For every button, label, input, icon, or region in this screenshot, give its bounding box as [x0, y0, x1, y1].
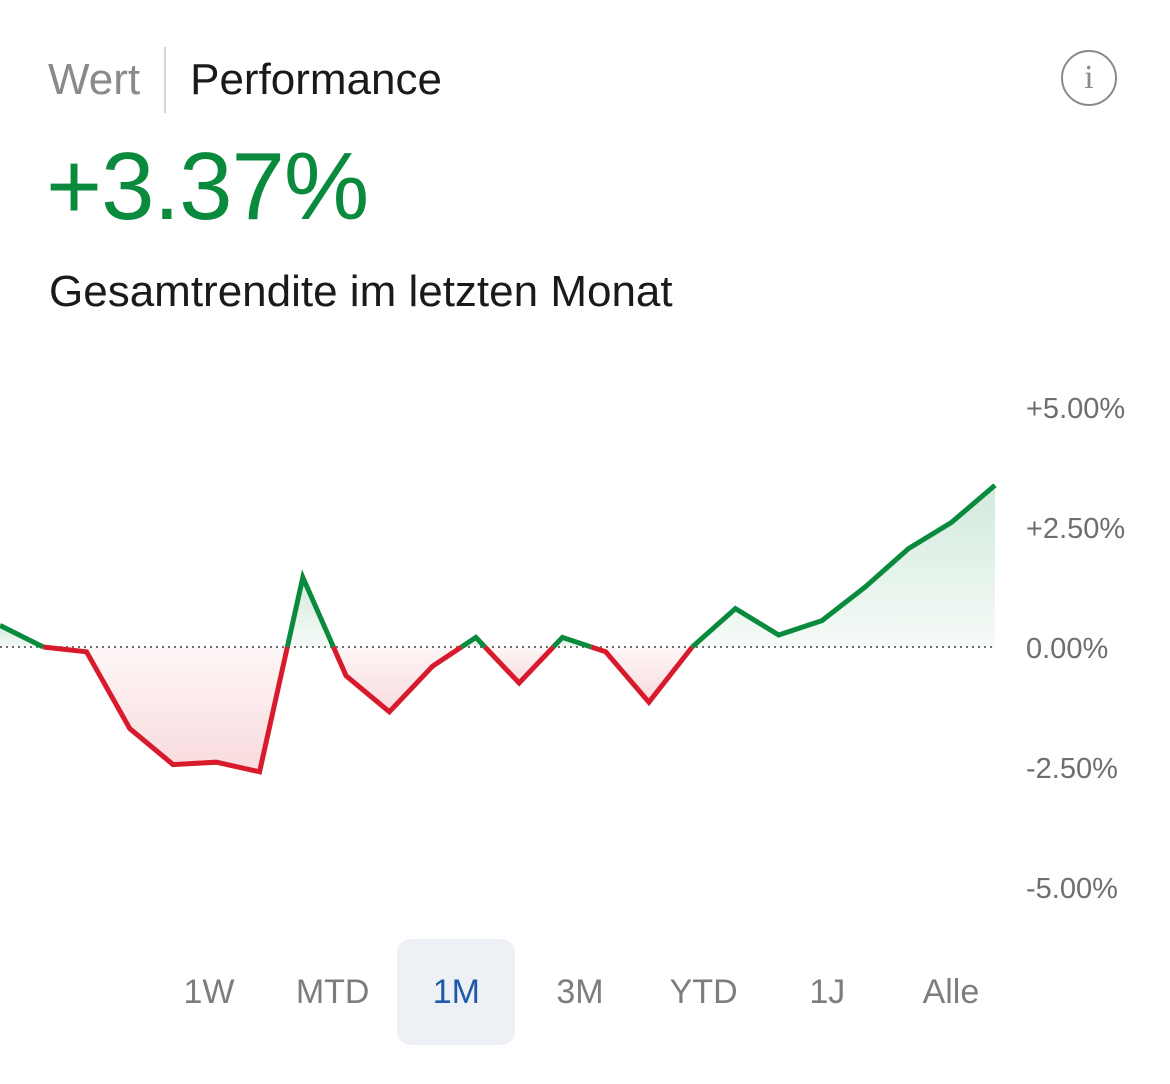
range-option-mtd[interactable]: MTD	[295, 972, 370, 1011]
positive-line-8	[690, 483, 997, 649]
info-icon: i	[1084, 59, 1094, 96]
tab-divider	[164, 47, 167, 113]
view-tabs: Wert Performance	[48, 44, 442, 116]
positive-area-2	[287, 577, 334, 647]
negative-line-7	[590, 644, 695, 707]
performance-chart: +5.00% +2.50% 0.00% -2.50% -5.00%	[0, 393, 1125, 905]
positive-line-0	[0, 623, 45, 650]
total-return-value: +3.37%	[46, 133, 369, 240]
range-option-1m[interactable]: 1M	[397, 939, 516, 1045]
total-return-label: Gesamtrendite im letzten Monat	[49, 267, 673, 316]
range-option-alle[interactable]: Alle	[922, 972, 980, 1011]
negative-area-5	[484, 647, 554, 683]
positive-line-6	[551, 634, 593, 650]
positive-line-2	[284, 569, 336, 649]
tab-performance[interactable]: Performance	[190, 55, 442, 104]
y-tick-label: -2.50%	[1026, 753, 1118, 785]
range-selector: 1W MTD 1M 3M YTD 1J Alle	[150, 939, 1010, 1045]
positive-area-8	[692, 485, 995, 647]
range-option-1w[interactable]: 1W	[183, 972, 235, 1011]
info-button[interactable]: i	[1061, 50, 1117, 106]
y-tick-label: +2.50%	[1026, 513, 1125, 545]
range-option-3m[interactable]: 3M	[556, 972, 604, 1011]
negative-line-1	[42, 644, 290, 775]
y-tick-label: 0.00%	[1026, 633, 1108, 665]
negative-area-1	[43, 647, 288, 772]
negative-area-3	[333, 647, 462, 712]
range-option-1j[interactable]: 1J	[809, 972, 846, 1011]
positive-line-4	[460, 634, 487, 650]
y-tick-label: -5.00%	[1026, 873, 1118, 905]
negative-line-3	[331, 644, 463, 716]
negative-line-5	[483, 645, 556, 687]
range-option-ytd[interactable]: YTD	[669, 972, 738, 1011]
tab-wert[interactable]: Wert	[48, 55, 141, 104]
y-tick-label: +5.00%	[1026, 393, 1125, 425]
